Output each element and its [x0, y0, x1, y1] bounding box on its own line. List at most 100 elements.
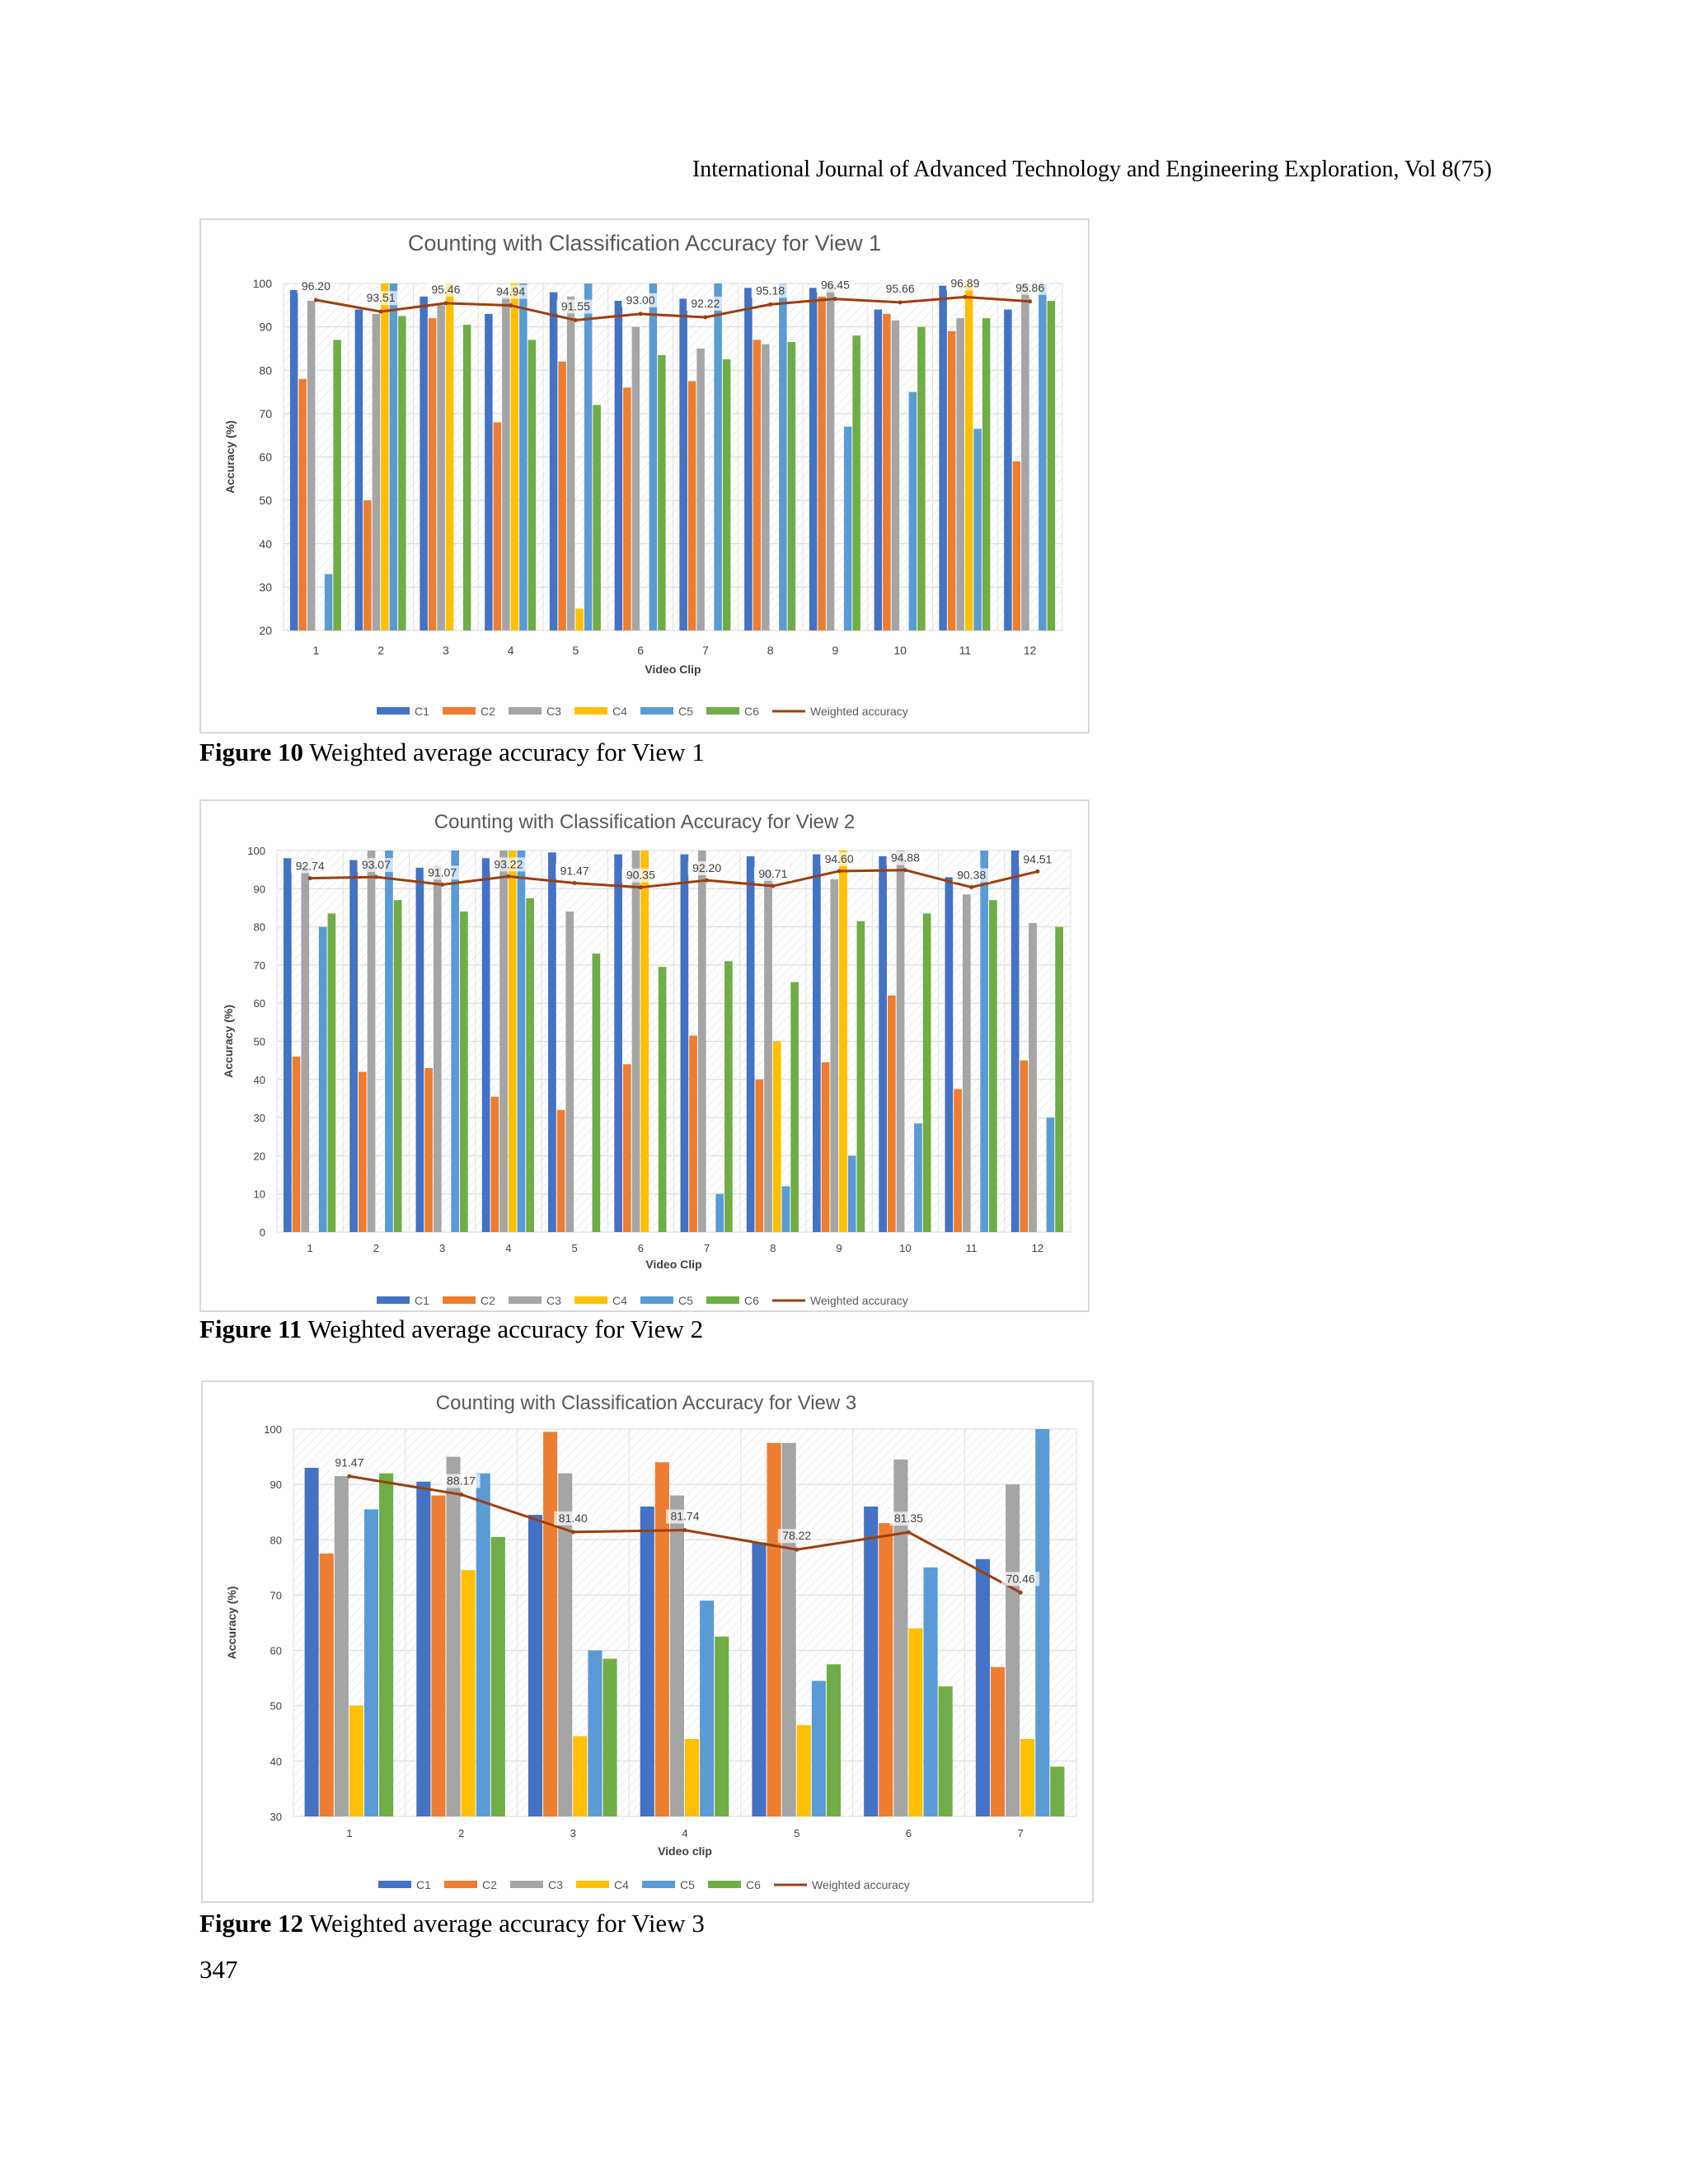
y-tick-label: 50 [259, 494, 272, 507]
data-label-bg [820, 852, 859, 867]
bar-c2-clip-2 [431, 1495, 446, 1816]
weighted-accuracy-label: 92.22 [691, 297, 720, 310]
bar-c1-clip-12 [1004, 309, 1012, 630]
x-axis-title: Video Clip [645, 663, 701, 676]
bar-c5-clip-3 [451, 851, 460, 1232]
bar-c4-clip-5 [575, 608, 584, 630]
data-label-bg [621, 293, 660, 307]
bar-c1-clip-4 [481, 858, 490, 1232]
y-tick-label: 20 [259, 624, 272, 637]
x-tick-label: 2 [377, 644, 384, 657]
bar-c6-clip-7 [724, 961, 733, 1232]
bar-c3-clip-5 [781, 1442, 796, 1816]
bar-c6-clip-10 [917, 326, 926, 630]
bar-c5-clip-2 [389, 284, 398, 630]
weighted-accuracy-point [771, 883, 776, 888]
bar-c4-clip-4 [685, 1739, 700, 1816]
bar-c1-clip-7 [680, 854, 689, 1232]
legend-swatch-c1 [378, 1881, 411, 1888]
y-tick-label: 90 [254, 883, 265, 895]
legend-label: C1 [416, 1878, 431, 1891]
x-tick-label: 6 [906, 1827, 912, 1840]
x-tick-label: 6 [637, 644, 644, 657]
bar-c6-clip-2 [393, 900, 402, 1232]
bar-c3-clip-2 [367, 851, 376, 1232]
bar-c1-clip-11 [939, 285, 947, 630]
bar-c1-clip-6 [614, 301, 623, 630]
bar-c2-clip-12 [1020, 1060, 1029, 1232]
weighted-accuracy-point [903, 868, 907, 873]
x-tick-label: 3 [443, 644, 449, 657]
weighted-accuracy-label: 92.20 [692, 861, 721, 874]
journal-header: International Journal of Advanced Techno… [692, 157, 1492, 182]
legend-swatch-c4 [574, 1296, 607, 1304]
weighted-accuracy-label: 96.89 [950, 276, 979, 289]
weighted-accuracy-label: 94.60 [825, 852, 854, 865]
page-number: 347 [199, 1955, 238, 1984]
figure-10-caption: Figure 10 Weighted average accuracy for … [199, 738, 705, 767]
bar-c6-clip-2 [398, 316, 406, 630]
x-tick-label: 7 [704, 1242, 710, 1254]
bar-c6-clip-4 [528, 340, 537, 630]
weighted-accuracy-point [1028, 299, 1033, 304]
weighted-accuracy-label: 95.18 [756, 284, 785, 297]
legend-label: C6 [744, 705, 759, 718]
bar-c1-clip-8 [744, 288, 753, 630]
legend-label: C2 [481, 705, 495, 718]
figure-12-text: Weighted average accuracy for View 3 [309, 1909, 705, 1938]
legend-label: C4 [612, 705, 627, 718]
bar-c3-clip-8 [764, 869, 772, 1232]
data-label-bg [687, 861, 726, 876]
legend-label: C4 [614, 1878, 629, 1891]
bar-c1-clip-12 [1010, 851, 1020, 1232]
weighted-accuracy-point [373, 874, 378, 879]
bar-c6-clip-8 [787, 342, 796, 630]
bar-c3-clip-3 [433, 865, 442, 1232]
data-label-bg [554, 1511, 593, 1526]
bar-c3-clip-7 [1006, 1484, 1020, 1816]
bar-c2-clip-7 [689, 1035, 697, 1232]
data-label-bg [753, 867, 792, 882]
bar-c5-clip-1 [324, 574, 333, 630]
bar-c3-clip-6 [631, 326, 640, 630]
legend-swatch-c3 [509, 1296, 542, 1304]
bar-c5-clip-2 [385, 851, 393, 1232]
legend-swatch-c4 [574, 707, 607, 715]
weighted-accuracy-point [768, 302, 773, 307]
bar-c3-clip-11 [956, 318, 964, 630]
x-tick-label: 5 [794, 1827, 799, 1840]
bar-c5-clip-12 [1039, 284, 1047, 630]
bar-c2-clip-12 [1012, 461, 1021, 630]
legend-swatch-c5 [640, 1296, 673, 1304]
weighted-accuracy-point [378, 309, 383, 314]
legend-label: C6 [744, 1294, 759, 1307]
y-tick-label: 60 [270, 1645, 282, 1657]
bar-c2-clip-2 [363, 500, 372, 630]
weighted-accuracy-label: 94.51 [1023, 852, 1052, 865]
bar-c5-clip-3 [588, 1650, 603, 1816]
data-label-bg [491, 284, 530, 299]
bar-c4-clip-5 [796, 1725, 811, 1816]
figure-11-text: Weighted average accuracy for View 2 [307, 1315, 704, 1343]
x-axis-title: Video Clip [645, 1258, 701, 1271]
weighted-accuracy-label: 96.20 [302, 279, 331, 293]
bar-c5-clip-10 [914, 1123, 922, 1232]
chart-view-3-svg: Counting with Classification Accuracy fo… [225, 1392, 1077, 1891]
bar-c6-clip-3 [462, 324, 471, 630]
weighted-accuracy-label: 91.55 [561, 299, 590, 312]
bar-c2-clip-3 [424, 1067, 433, 1232]
bar-c4-clip-1 [349, 1705, 363, 1816]
x-tick-label: 6 [638, 1242, 644, 1254]
bar-c6-clip-6 [658, 967, 667, 1232]
weighted-accuracy-label: 70.46 [1006, 1572, 1035, 1585]
chart-title: Counting with Classification Accuracy fo… [436, 1392, 856, 1414]
data-label-bg [686, 296, 724, 311]
bar-c5-clip-9 [847, 1155, 856, 1232]
weighted-accuracy-point [795, 1547, 799, 1552]
weighted-accuracy-line [310, 869, 1039, 889]
bar-c1-clip-10 [879, 855, 887, 1232]
bar-c5-clip-11 [973, 429, 982, 630]
bar-c6-clip-2 [490, 1536, 505, 1816]
x-tick-label: 1 [307, 1242, 313, 1254]
weighted-accuracy-point [443, 301, 448, 306]
